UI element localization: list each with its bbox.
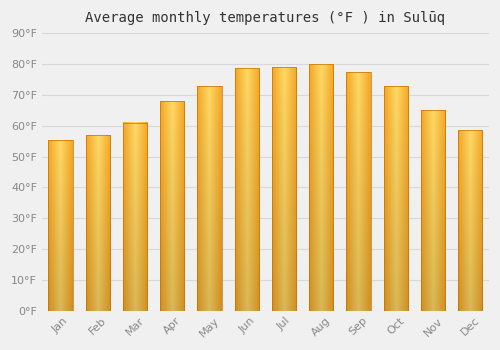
Title: Average monthly temperatures (°F ) in Sulūq: Average monthly temperatures (°F ) in Su… <box>86 11 446 25</box>
